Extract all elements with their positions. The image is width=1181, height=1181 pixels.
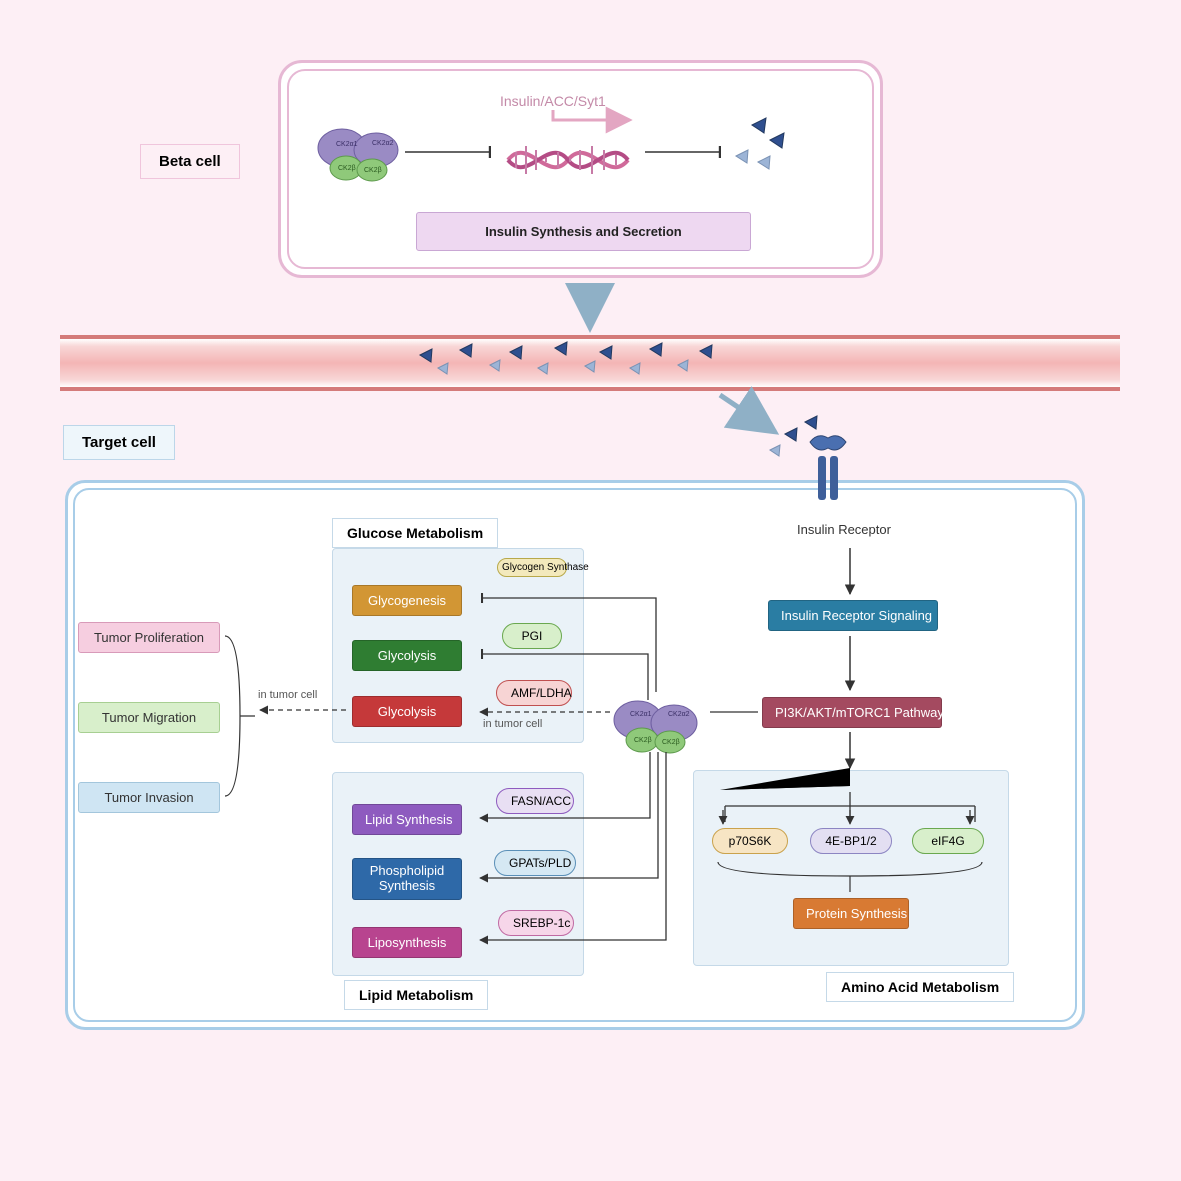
fasn-acc-pill: FASN/ACC (496, 788, 574, 814)
phospholipid-synthesis-node: PhospholipidSynthesis (352, 858, 462, 900)
amino-panel-title: Amino Acid Metabolism (826, 972, 1014, 1002)
dna-transcript-label: Insulin/ACC/Syt1 (500, 93, 606, 109)
tumor-invasion-node: Tumor Invasion (78, 782, 220, 813)
pgi-pill: PGI (502, 623, 562, 649)
protein-synthesis-node: Protein Synthesis (793, 898, 909, 929)
insulin-receptor-label: Insulin Receptor (797, 522, 891, 537)
lipid-panel-title: Lipid Metabolism (344, 980, 488, 1010)
lipid-synthesis-node: Lipid Synthesis (352, 804, 462, 835)
in-tumor-cell-label-1: in tumor cell (258, 689, 317, 701)
gpats-pld-pill: GPATs/PLD (494, 850, 576, 876)
glycolysis-red-node: Glycolysis (352, 696, 462, 727)
glycogenesis-node: Glycogenesis (352, 585, 462, 616)
irs-node: Insulin Receptor Signaling (768, 600, 938, 631)
beta-cell-label: Beta cell (140, 144, 240, 179)
eif4g-pill: eIF4G (912, 828, 984, 854)
srebp-pill: SREBP-1c (498, 910, 574, 936)
in-tumor-cell-label-2: in tumor cell (483, 718, 542, 730)
amino-panel (693, 770, 1009, 966)
insulin-synthesis-box: Insulin Synthesis and Secretion (416, 212, 751, 251)
blood-vessel (60, 335, 1120, 391)
glucose-panel-title: Glucose Metabolism (332, 518, 498, 548)
tumor-migration-node: Tumor Migration (78, 702, 220, 733)
amf-ldha-pill: AMF/LDHA (496, 680, 572, 706)
tumor-proliferation-node: Tumor Proliferation (78, 622, 220, 653)
liposynthesis-node: Liposynthesis (352, 927, 462, 958)
glycolysis-green-node: Glycolysis (352, 640, 462, 671)
target-cell-label: Target cell (63, 425, 175, 460)
pi3k-node: PI3K/AKT/mTORC1 Pathway (762, 697, 942, 728)
p70s6k-pill: p70S6K (712, 828, 788, 854)
glycogen-synthase-pill: Glycogen Synthase (497, 558, 567, 577)
4ebp-pill: 4E-BP1/2 (810, 828, 892, 854)
